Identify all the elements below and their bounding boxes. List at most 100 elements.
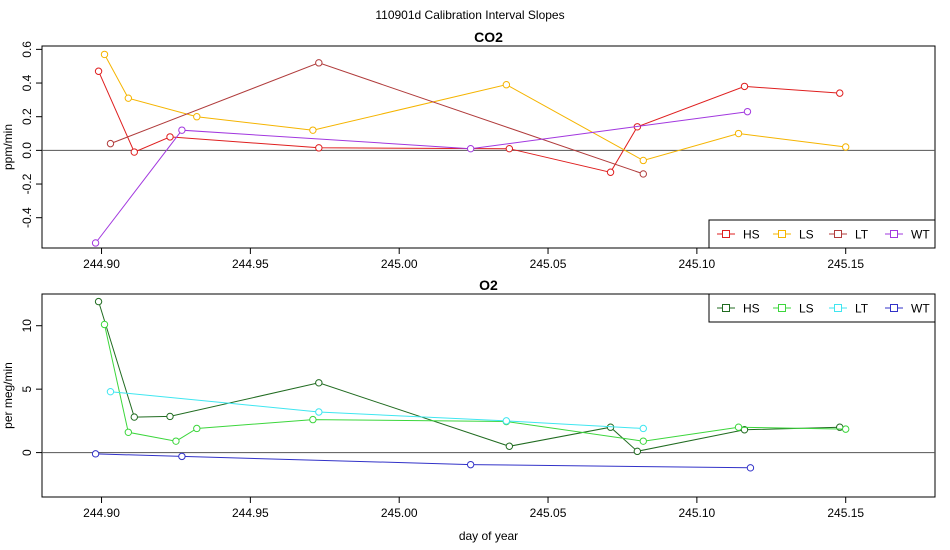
y-tick-label: 0.6	[20, 41, 34, 58]
legend-entry: HS	[717, 228, 760, 242]
panel-title: O2	[479, 277, 498, 293]
data-point	[746, 464, 755, 472]
series-line	[98, 71, 840, 173]
data-point	[466, 144, 475, 153]
data-point	[315, 144, 323, 152]
plot-frame	[41, 293, 936, 498]
x-tick-label: 245.15	[827, 506, 864, 520]
series-line	[110, 62, 644, 175]
y-tick-label: 0	[20, 449, 34, 456]
x-axis-title: day of year	[459, 529, 518, 543]
data-point	[178, 452, 186, 461]
data-point	[193, 113, 201, 121]
series-line	[95, 111, 748, 244]
y-axis-title: ppm/min	[1, 124, 15, 170]
series-line	[104, 324, 846, 442]
x-tick-label: 245.10	[679, 506, 716, 520]
y-tick-label: 0.0	[20, 142, 34, 159]
legend-entry: LT	[829, 302, 869, 316]
y-tick-label: -0.2	[20, 173, 34, 194]
y-tick-label: 0.2	[20, 108, 34, 125]
data-point	[740, 82, 749, 91]
data-point	[505, 442, 514, 450]
legend: HS LS LT WT	[708, 293, 936, 323]
legend-label: LS	[799, 302, 814, 316]
data-point	[743, 107, 752, 116]
panel-title: CO2	[474, 29, 503, 45]
data-point	[315, 379, 323, 387]
series-ls	[100, 50, 850, 165]
data-point	[166, 133, 174, 141]
legend-key	[834, 230, 842, 238]
legend-label: WT	[911, 302, 930, 316]
x-tick-label: 245.00	[381, 257, 418, 271]
legend-label: LS	[799, 228, 814, 242]
legend-label: WT	[911, 228, 930, 242]
series-line	[104, 54, 846, 162]
data-point	[502, 81, 511, 89]
data-point	[130, 413, 138, 421]
legend-label: HS	[743, 228, 760, 242]
legend-label: LT	[855, 228, 869, 242]
series-lt	[106, 387, 647, 433]
data-point	[166, 412, 174, 421]
legend-key	[722, 230, 730, 238]
y-tick-label: -0.4	[20, 207, 34, 228]
legend-entry: LT	[829, 228, 869, 242]
data-point	[315, 408, 323, 416]
figure-title: 110901d Calibration Interval Slopes	[375, 8, 564, 22]
legend-key	[778, 304, 786, 312]
series-lt	[106, 59, 647, 178]
plot-frame	[41, 45, 936, 249]
co2-panel: CO2 244.90 244.95 245.00 245.05 245.10 245.15 -…	[1, 29, 936, 271]
data-point	[94, 67, 103, 75]
data-point	[124, 428, 133, 436]
legend-key	[890, 304, 898, 312]
data-point	[842, 143, 850, 151]
legend-entry: WT	[885, 302, 930, 316]
data-point	[639, 170, 647, 178]
data-point	[466, 460, 475, 469]
y-tick-label: 10	[20, 319, 34, 333]
x-tick-label: 245.00	[381, 506, 418, 520]
series-ls	[100, 320, 850, 445]
x-tick-label: 245.15	[827, 257, 864, 271]
legend-entry: WT	[885, 228, 930, 242]
data-point	[633, 447, 642, 456]
y-tick-label: 0.4	[20, 74, 34, 91]
data-point	[734, 129, 743, 138]
data-point	[124, 94, 133, 102]
data-point	[106, 139, 115, 148]
data-point	[315, 59, 323, 67]
data-point	[193, 424, 201, 433]
series-line	[95, 453, 751, 469]
legend-entry: LS	[773, 228, 814, 242]
data-point	[606, 168, 615, 176]
data-point	[842, 425, 850, 433]
legend-key	[890, 230, 898, 238]
data-point	[740, 426, 749, 434]
x-tick-label: 245.05	[530, 257, 567, 271]
data-point	[130, 148, 138, 156]
x-tick-label: 244.90	[83, 506, 120, 520]
x-tick-label: 245.10	[679, 257, 716, 271]
legend-label: HS	[743, 302, 760, 316]
y-tick-label: 5	[20, 386, 34, 393]
data-point	[172, 437, 180, 445]
data-point	[309, 126, 317, 134]
legend-key	[778, 230, 786, 238]
data-point	[836, 89, 844, 97]
data-point	[639, 424, 647, 433]
data-point	[94, 297, 103, 306]
data-point	[502, 417, 511, 425]
y-axis-title: per meg/min	[1, 362, 15, 429]
data-point	[639, 156, 647, 165]
x-tick-label: 244.95	[232, 506, 269, 520]
series-line	[110, 391, 644, 429]
series-wt	[91, 107, 752, 247]
x-tick-label: 245.05	[530, 506, 567, 520]
x-tick-label: 244.90	[83, 257, 120, 271]
legend-key	[834, 304, 842, 312]
series-hs	[94, 67, 844, 176]
